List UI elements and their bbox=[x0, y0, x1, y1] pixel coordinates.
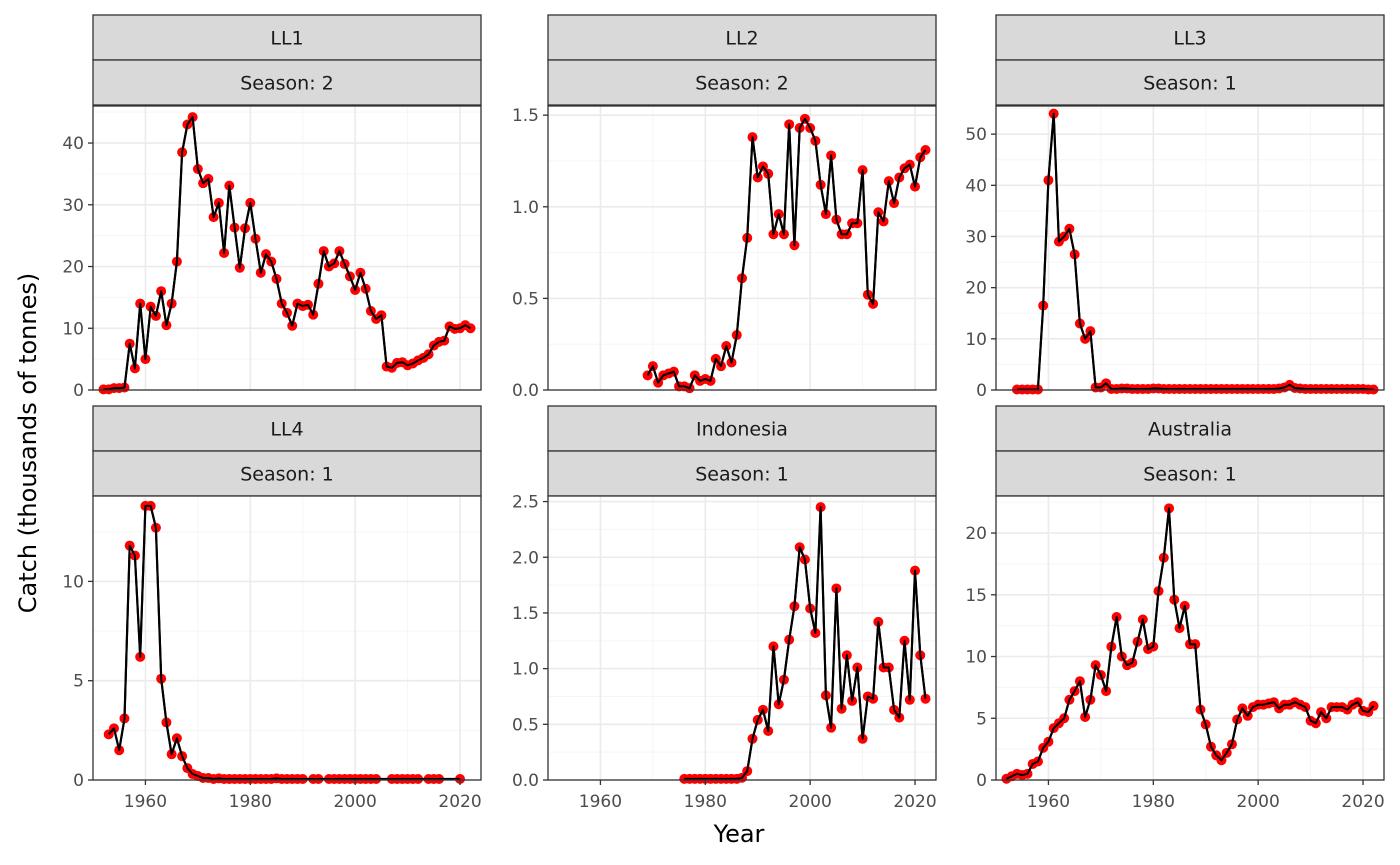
y-tick-label: 0 bbox=[976, 381, 987, 401]
panel-border bbox=[547, 495, 937, 781]
y-tick-label: 0.5 bbox=[512, 715, 539, 735]
x-tick-label: 1980 bbox=[1132, 792, 1175, 812]
x-tick-label: 2000 bbox=[1237, 792, 1280, 812]
strip-fleet-box bbox=[92, 14, 482, 61]
strip-fleet-box bbox=[995, 405, 1385, 452]
strip-season-label: Season: 2 bbox=[240, 73, 334, 95]
y-tick-label: 1.0 bbox=[512, 198, 539, 218]
strip-fleet-label: Indonesia bbox=[696, 419, 788, 441]
y-tick-label: 10 bbox=[62, 319, 84, 339]
y-tick-label: 0 bbox=[976, 771, 987, 791]
y-tick-label: 2.0 bbox=[512, 548, 539, 568]
panel-indonesia: Indonesia Season: 1 0.0 0.5 1.0 1.5 2.0 2.5 1960… bbox=[512, 405, 937, 812]
strip-fleet-box bbox=[547, 405, 937, 452]
y-tick-label: 0.0 bbox=[512, 771, 539, 791]
x-tick-label: 1960 bbox=[579, 792, 622, 812]
y-tick-label: 10 bbox=[62, 572, 84, 592]
panel-australia: Australia Season: 1 0 5 10 15 20 1960 1980 2000 20… bbox=[965, 405, 1385, 812]
panel-border bbox=[995, 105, 1385, 391]
strip-season-label: Season: 1 bbox=[240, 464, 334, 486]
strip-fleet-box bbox=[995, 14, 1385, 61]
panel-border bbox=[995, 495, 1385, 781]
y-tick-label: 15 bbox=[965, 586, 987, 606]
y-tick-label: 0.0 bbox=[512, 381, 539, 401]
panel-background bbox=[93, 496, 481, 780]
y-tick-label: 10 bbox=[965, 648, 987, 668]
y-tick-label: 20 bbox=[965, 524, 987, 544]
y-tick-label: 40 bbox=[62, 134, 84, 154]
x-tick-label: 2000 bbox=[789, 792, 832, 812]
y-tick-label: 0.5 bbox=[512, 289, 539, 309]
series-line-overlay bbox=[684, 506, 927, 780]
x-tick-label: 1960 bbox=[124, 792, 167, 812]
panel-background bbox=[548, 496, 936, 780]
strip-season-box bbox=[547, 59, 937, 106]
data-point bbox=[455, 774, 466, 785]
panel-ll2: LL2 Season: 2 0.0 0.5 1.0 1.5 bbox=[512, 14, 937, 401]
panel-background bbox=[93, 106, 481, 390]
y-axis-title: Catch (thousands of tonnes) bbox=[14, 273, 42, 614]
panel-background bbox=[548, 106, 936, 390]
y-tick-label: 0 bbox=[73, 771, 84, 791]
panel-border bbox=[92, 495, 482, 781]
strip-season-box bbox=[92, 59, 482, 106]
x-tick-label: 1980 bbox=[684, 792, 727, 812]
strip-fleet-label: LL4 bbox=[270, 419, 303, 441]
x-tick-label: 1980 bbox=[229, 792, 272, 812]
y-tick-label: 5 bbox=[73, 672, 84, 692]
panel-ll3: LL3 Season: 1 0 10 20 30 40 50 bbox=[965, 14, 1385, 401]
y-tick-label: 20 bbox=[62, 258, 84, 278]
strip-season-label: Season: 1 bbox=[1143, 464, 1237, 486]
y-tick-label: 1.5 bbox=[512, 604, 539, 624]
data-point bbox=[642, 370, 653, 381]
x-axis-title: Year bbox=[713, 820, 765, 848]
y-tick-label: 20 bbox=[965, 279, 987, 299]
series-line-overlay bbox=[1006, 507, 1375, 780]
x-tick-label: 2020 bbox=[438, 792, 481, 812]
strip-fleet-label: LL3 bbox=[1173, 28, 1206, 50]
y-tick-label: 40 bbox=[965, 176, 987, 196]
y-tick-label: 0 bbox=[73, 381, 84, 401]
series-line-overlay bbox=[1017, 112, 1374, 391]
x-tick-label: 2000 bbox=[334, 792, 377, 812]
series-line-overlay bbox=[107, 504, 460, 780]
strip-season-label: Season: 1 bbox=[1143, 73, 1237, 95]
y-tick-label: 5 bbox=[976, 709, 987, 729]
series-line-overlay bbox=[646, 117, 927, 390]
panel-border bbox=[92, 105, 482, 391]
panel-ll1: LL1 Season: 2 0 10 20 30 40 bbox=[62, 14, 482, 401]
panels-group: LL1 Season: 2 0 10 20 30 40 LL2 Season: 2 0.0 0.5 1… bbox=[62, 14, 1385, 812]
y-tick-label: 30 bbox=[62, 196, 84, 216]
strip-fleet-box bbox=[547, 14, 937, 61]
x-tick-label: 2020 bbox=[893, 792, 936, 812]
y-tick-label: 10 bbox=[965, 330, 987, 350]
strip-season-box bbox=[92, 450, 482, 497]
y-tick-label: 50 bbox=[965, 125, 987, 145]
panel-ll4: LL4 Season: 1 0 5 10 1960 1980 2000 2020 bbox=[62, 405, 482, 812]
strip-fleet-label: Australia bbox=[1148, 419, 1232, 441]
strip-season-box bbox=[995, 59, 1385, 106]
strip-fleet-label: LL1 bbox=[270, 28, 303, 50]
y-tick-label: 2.5 bbox=[512, 493, 539, 513]
y-tick-label: 30 bbox=[965, 227, 987, 247]
strip-fleet-label: LL2 bbox=[725, 28, 758, 50]
strip-season-box bbox=[995, 450, 1385, 497]
series-line-overlay bbox=[103, 116, 472, 391]
x-tick-label: 2020 bbox=[1341, 792, 1384, 812]
x-tick-label: 1960 bbox=[1027, 792, 1070, 812]
panel-border bbox=[547, 105, 937, 391]
strip-season-label: Season: 2 bbox=[695, 73, 789, 95]
y-tick-label: 1.5 bbox=[512, 106, 539, 126]
strip-fleet-box bbox=[92, 405, 482, 452]
strip-season-box bbox=[547, 450, 937, 497]
strip-season-label: Season: 1 bbox=[695, 464, 789, 486]
y-tick-label: 1.0 bbox=[512, 660, 539, 680]
panel-background bbox=[996, 106, 1384, 390]
